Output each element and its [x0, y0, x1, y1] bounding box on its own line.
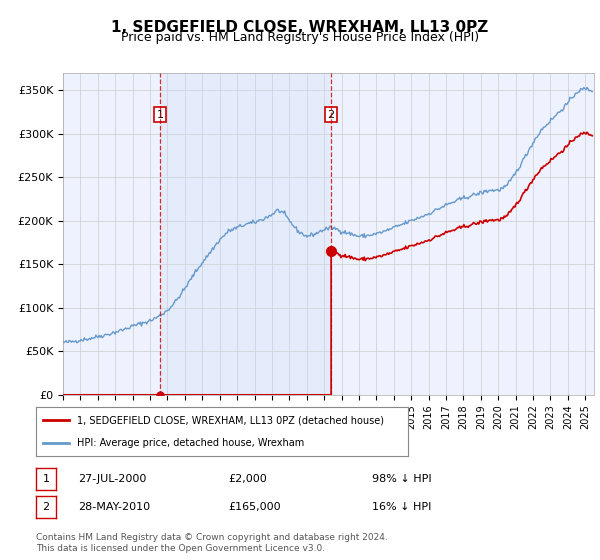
- Bar: [160, 73, 331, 395]
- Text: 28-MAY-2010: 28-MAY-2010: [78, 502, 150, 512]
- Text: £165,000: £165,000: [228, 502, 281, 512]
- Text: 2: 2: [328, 110, 335, 120]
- Text: HPI: Average price, detached house, Wrexham: HPI: Average price, detached house, Wrex…: [77, 438, 304, 448]
- Text: 2: 2: [43, 502, 49, 512]
- Text: 1, SEDGEFIELD CLOSE, WREXHAM, LL13 0PZ (detached house): 1, SEDGEFIELD CLOSE, WREXHAM, LL13 0PZ (…: [77, 416, 384, 426]
- Text: 16% ↓ HPI: 16% ↓ HPI: [372, 502, 431, 512]
- Text: 27-JUL-2000: 27-JUL-2000: [78, 474, 146, 484]
- Text: 98% ↓ HPI: 98% ↓ HPI: [372, 474, 431, 484]
- Text: 1: 1: [157, 110, 164, 120]
- Text: Contains HM Land Registry data © Crown copyright and database right 2024.
This d: Contains HM Land Registry data © Crown c…: [36, 533, 388, 553]
- Text: Price paid vs. HM Land Registry's House Price Index (HPI): Price paid vs. HM Land Registry's House …: [121, 31, 479, 44]
- Text: 1, SEDGEFIELD CLOSE, WREXHAM, LL13 0PZ: 1, SEDGEFIELD CLOSE, WREXHAM, LL13 0PZ: [112, 20, 488, 35]
- Text: £2,000: £2,000: [228, 474, 267, 484]
- Text: 1: 1: [43, 474, 49, 484]
